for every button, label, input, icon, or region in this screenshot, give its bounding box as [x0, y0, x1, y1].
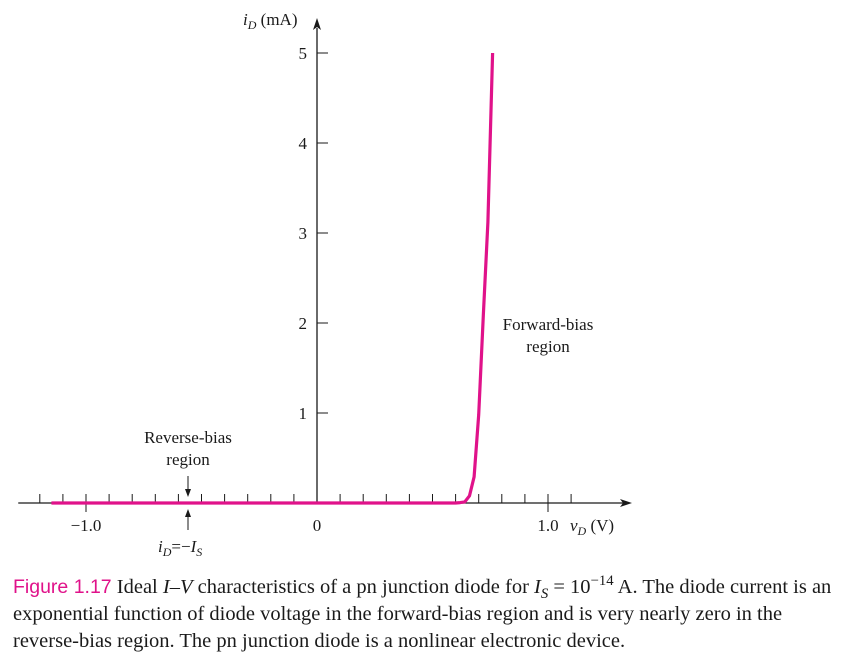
- y-axis-label-sub: D: [247, 18, 257, 32]
- x-axis-label-sub: D: [577, 524, 587, 538]
- x-tick-label: −1.0: [71, 516, 102, 535]
- reverse-bias-label: Reverse-bias: [144, 428, 232, 447]
- y-axis-label-var: i: [243, 10, 248, 29]
- reverse-current-eq: =−: [171, 537, 190, 556]
- up-arrow-head: [185, 509, 191, 517]
- diode-iv-curve: [51, 52, 495, 505]
- down-arrow-head: [185, 489, 191, 497]
- caption-text-1: Ideal: [111, 576, 163, 598]
- caption-exponent: −14: [590, 573, 614, 590]
- figure-caption: Figure 1.17 Ideal I–V characteristics of…: [13, 574, 853, 655]
- caption-text-2: characteristics of a pn junction diode f…: [192, 576, 535, 598]
- caption-is-var: I: [534, 576, 541, 598]
- axes: [18, 18, 632, 507]
- x-axis-arrow: [620, 499, 632, 507]
- forward-bias-label: Forward-bias: [503, 315, 594, 334]
- y-axis-arrow: [313, 18, 321, 30]
- caption-is-sub: S: [540, 586, 549, 603]
- reverse-current-sub2: S: [196, 545, 202, 559]
- x-tick-label: 1.0: [537, 516, 558, 535]
- y-tick-label: 2: [299, 314, 308, 333]
- x-tick-label: 0: [313, 516, 322, 535]
- annotations: Forward-biasregionReverse-biasregioniD=−…: [144, 315, 593, 559]
- x-axis-label-unit: (V): [586, 516, 614, 535]
- forward-bias-label: region: [526, 337, 570, 356]
- x-axis-label-var: v: [570, 516, 578, 535]
- y-axis-label-unit: (mA): [256, 10, 297, 29]
- y-tick-label: 5: [299, 44, 308, 63]
- reverse-bias-label: region: [166, 450, 210, 469]
- reverse-current-var: i: [158, 537, 163, 556]
- reverse-current-var2: I: [190, 537, 198, 556]
- caption-text-3: A. The diode current is an exponential f…: [13, 576, 832, 652]
- caption-equals: = 10: [548, 576, 591, 598]
- series-layer: [51, 52, 495, 505]
- figure-label: Figure 1.17: [13, 576, 112, 598]
- reverse-current-sub: D: [162, 545, 172, 559]
- y-axis-label: iD (mA): [243, 10, 297, 32]
- y-tick-label: 1: [299, 404, 308, 423]
- y-tick-label: 4: [299, 134, 308, 153]
- caption-iv: I–V: [162, 576, 193, 598]
- y-tick-label: 3: [299, 224, 308, 243]
- reverse-current-label: iD=−IS: [158, 537, 202, 559]
- x-axis-label: vD (V): [570, 516, 614, 538]
